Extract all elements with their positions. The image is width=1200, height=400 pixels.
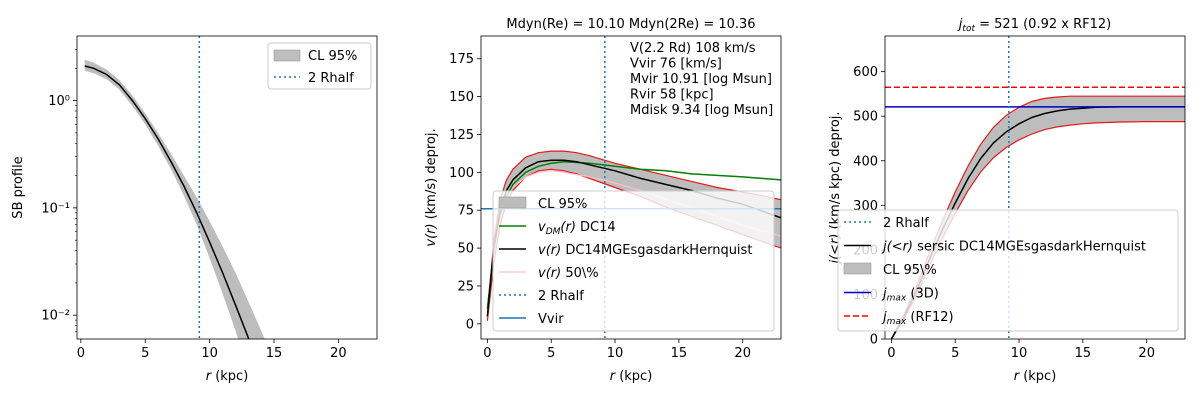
- y-tick-label: 500: [853, 110, 878, 125]
- legend-label: 2 Rhalf: [883, 216, 929, 231]
- legend-label: 2 Rhalf: [538, 289, 584, 304]
- sb-profile-panel: 0 5 10 15 20 10⁻² 10⁻¹ 10⁰ r (kpc) SB profile CL 9…: [11, 35, 378, 384]
- x-label-unit: (kpc): [615, 369, 652, 384]
- y-tick-label: 400: [853, 154, 878, 169]
- legend-math: j(<r): [881, 240, 913, 255]
- y-axis-label: SB profile: [11, 156, 26, 218]
- x-axis-label: r (kpc): [206, 369, 249, 384]
- annotation-text: V(2.2 Rd) 108 km/s: [630, 41, 756, 56]
- x-label-var: r: [1014, 369, 1021, 384]
- legend-rest: sersic DC14MGEsgasdarkHernquist: [913, 240, 1146, 255]
- y-tick-label: 10⁻¹: [41, 201, 70, 216]
- title-math: j: [957, 17, 963, 32]
- x-label-unit: (kpc): [211, 369, 248, 384]
- x-tick-label: 0: [887, 346, 895, 361]
- y-axis-label: v(r) (km/s) deproj.: [424, 128, 439, 246]
- legend-label: j(<r) sersic DC14MGEsgasdarkHernquist: [881, 240, 1146, 255]
- legend-swatch-band: [843, 262, 872, 275]
- panel-title: Mdyn(Re) = 10.10 Mdyn(2Re) = 10.36: [506, 17, 755, 32]
- legend-rest: DC14MGEsgasdarkHernquist: [561, 243, 752, 258]
- y-tick-label: 50: [457, 242, 474, 257]
- axes-frame: [76, 35, 378, 340]
- legend-swatch-band: [498, 196, 527, 209]
- annotation-text: Mdisk 9.34 [log Msun]: [630, 103, 773, 118]
- legend-math: j: [881, 287, 887, 302]
- y-tick-label: 100: [449, 166, 474, 181]
- legend-label: CL 95%: [538, 197, 587, 212]
- y-label-rest: (km/s) deproj.: [424, 128, 439, 223]
- cl95-upper-line: [486, 150, 781, 317]
- x-tick-label: 20: [734, 346, 751, 361]
- cl95-band: [84, 59, 265, 339]
- x-tick-label: 15: [1075, 346, 1092, 361]
- x-tick-label: 5: [141, 346, 149, 361]
- legend-rest: (3D): [906, 287, 939, 302]
- panel-title: jtot = 521 (0.92 x RF12): [957, 17, 1111, 34]
- legend-label: Vvir: [538, 312, 564, 327]
- x-label-var: r: [206, 369, 213, 384]
- sb-profile-line: [84, 65, 250, 339]
- legend-rest: 50\%: [561, 266, 598, 281]
- legend-label: vDM(r) DC14: [538, 220, 616, 237]
- angular-momentum-panel: 051015200100200300400500600r (kpc)jtot =…: [828, 17, 1186, 384]
- y-tick-label: 600: [853, 65, 878, 80]
- y-tick-label: 25: [457, 279, 474, 294]
- axes-frame: [884, 35, 1186, 340]
- legend-swatch-band: [273, 49, 301, 62]
- legend-math: v(r): [538, 243, 561, 258]
- x-tick-label: 20: [330, 346, 347, 361]
- velocity-panel: 0 5 10 15 20 0 25 50 75 100 125 150 175 r (kpc) Mdyn(R…: [424, 17, 782, 384]
- plot-area: [84, 36, 265, 339]
- legend-label: jmax (RF12): [881, 310, 954, 327]
- x-tick-label: 10: [1011, 346, 1028, 361]
- y-tick-label: 150: [449, 90, 474, 105]
- legend-label: jmax (3D): [881, 287, 939, 304]
- legend-math: v: [538, 220, 546, 235]
- y-tick-label: 125: [449, 128, 474, 143]
- legend-math: v(r): [538, 266, 561, 281]
- x-tick-label: 20: [1138, 346, 1155, 361]
- legend-label: v(r) DC14MGEsgasdarkHernquist: [538, 243, 752, 258]
- legend-math: (r): [560, 220, 576, 235]
- y-tick-label: 0: [466, 317, 474, 332]
- x-axis-label: r (kpc): [610, 369, 653, 384]
- x-axis-label: r (kpc): [1014, 369, 1057, 384]
- y-tick-label: 10⁰: [48, 94, 70, 109]
- legend-label: CL 95%: [308, 49, 357, 64]
- legend-rest: (RF12): [906, 310, 953, 325]
- legend-math-sub: max: [887, 317, 907, 327]
- y-tick-label: 0: [870, 333, 878, 348]
- x-tick-label: 10: [607, 346, 624, 361]
- legend-box: [837, 209, 1179, 332]
- x-label-unit: (kpc): [1019, 369, 1056, 384]
- x-tick-label: 15: [266, 346, 283, 361]
- x-tick-label: 5: [951, 346, 959, 361]
- legend-rest: DC14: [576, 220, 616, 235]
- axes-frame: [480, 35, 782, 340]
- legend-math-sub: DM: [546, 227, 561, 237]
- x-tick-label: 0: [77, 346, 85, 361]
- x-tick-label: 0: [483, 346, 491, 361]
- legend-label: 2 Rhalf: [308, 71, 354, 86]
- y-tick-label: 75: [457, 204, 474, 219]
- y-label-rest: (km/s kpc) deproj.: [828, 111, 843, 233]
- annotation-text: Vvir 76 [km/s]: [630, 57, 722, 72]
- legend-box: [492, 190, 775, 332]
- x-label-var: r: [610, 369, 617, 384]
- legend-math-sub: max: [887, 294, 907, 304]
- annotation-text: Mvir 10.91 [log Msun]: [630, 72, 772, 87]
- legend-label: CL 95\%: [883, 263, 937, 278]
- title-rest: = 521 (0.92 x RF12): [975, 17, 1111, 32]
- legend-math: j: [881, 310, 887, 325]
- y-tick-label: 175: [449, 52, 474, 67]
- annotation-text: Rvir 58 [kpc]: [630, 88, 714, 103]
- title-math-sub: tot: [962, 24, 975, 34]
- x-tick-label: 15: [671, 346, 688, 361]
- x-tick-label: 5: [547, 346, 555, 361]
- y-label-var: v(r): [424, 223, 439, 246]
- y-tick-label: 10⁻²: [41, 309, 70, 324]
- legend-label: v(r) 50\%: [538, 266, 599, 281]
- x-tick-label: 10: [201, 346, 218, 361]
